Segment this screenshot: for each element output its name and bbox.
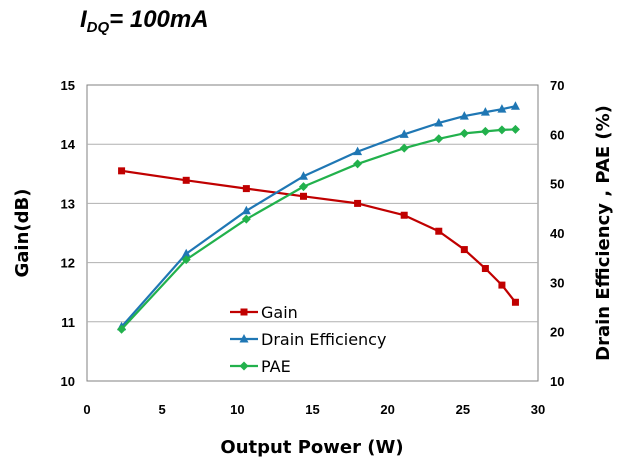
ticks: 10 11 12 13 14 15 10 20 30 40 50 60 70 0 5 10 15 20 25 30: [61, 78, 565, 417]
data-point-drain-efficiency: [459, 111, 469, 120]
data-point-gain: [435, 227, 443, 235]
y2-tick-label: 30: [550, 275, 564, 290]
data-point-gain: [511, 298, 519, 306]
y-axis-title: Gain(dB): [12, 189, 33, 278]
y2-tick-label: 40: [550, 226, 564, 241]
data-point-gain: [182, 176, 190, 184]
data-point-gain: [242, 185, 250, 193]
series-pae: [117, 124, 520, 334]
legend: Gain Drain Efficiency PAE: [230, 303, 386, 376]
y2-tick-label: 70: [550, 78, 564, 93]
data-point-drain-efficiency: [241, 205, 251, 215]
y-tick-label: 15: [61, 78, 75, 93]
data-point-gain: [400, 211, 408, 219]
legend-marker-drain-efficiency: [239, 334, 249, 343]
x-axis-title: Output Power (W): [220, 437, 403, 458]
data-point-gain: [498, 281, 506, 289]
data-point-pae: [298, 182, 308, 192]
series-layer: [117, 101, 520, 334]
legend-label-gain: Gain: [261, 303, 298, 322]
x-tick-label: 10: [230, 402, 244, 417]
data-point-drain-efficiency: [480, 107, 490, 116]
data-point-drain-efficiency: [510, 101, 520, 110]
y2-axis-title: Drain Efficiency , PAE (%): [593, 105, 614, 361]
y-tick-label: 13: [61, 196, 75, 211]
legend-marker-gain: [240, 308, 248, 316]
data-point-drain-efficiency: [497, 104, 507, 113]
data-point-pae: [480, 126, 490, 136]
legend-label-drain-efficiency: Drain Efficiency: [261, 330, 386, 349]
x-tick-label: 25: [456, 402, 470, 417]
data-point-gain: [481, 265, 489, 273]
data-point-gain: [460, 246, 468, 254]
data-point-pae: [459, 128, 469, 138]
y-tick-label: 12: [61, 256, 75, 271]
data-point-pae: [353, 159, 363, 169]
y-tick-label: 14: [61, 137, 76, 152]
x-tick-label: 5: [159, 402, 166, 417]
y2-tick-label: 60: [550, 127, 564, 142]
data-point-drain-efficiency: [181, 248, 191, 258]
legend-marker-pae: [239, 361, 249, 371]
y2-tick-label: 10: [550, 374, 564, 389]
data-point-pae: [181, 255, 191, 265]
data-point-pae: [399, 143, 409, 153]
legend-label-pae: PAE: [261, 357, 291, 376]
data-point-pae: [510, 124, 520, 134]
data-point-gain: [118, 167, 126, 175]
data-point-pae: [117, 324, 127, 334]
data-point-drain-efficiency: [298, 171, 308, 180]
series-gain: [118, 167, 519, 306]
data-point-gain: [299, 192, 307, 200]
heading-subscript: DQ: [86, 19, 110, 36]
x-tick-label: 0: [83, 402, 90, 417]
data-point-drain-efficiency: [434, 117, 444, 127]
data-point-drain-efficiency: [353, 146, 363, 156]
grid: [87, 143, 538, 323]
data-point-pae: [497, 125, 507, 135]
heading-main: I: [80, 6, 87, 33]
chart-heading: IDQ= 100mA: [80, 6, 209, 36]
y2-tick-label: 20: [550, 325, 564, 340]
y2-tick-label: 50: [550, 177, 564, 192]
heading-rest: = 100mA: [109, 6, 209, 33]
y-tick-label: 10: [61, 374, 75, 389]
x-tick-label: 15: [305, 402, 319, 417]
x-tick-label: 20: [380, 402, 394, 417]
data-point-pae: [434, 134, 444, 144]
data-point-gain: [354, 199, 362, 207]
data-point-drain-efficiency: [399, 129, 409, 138]
y-tick-label: 11: [61, 315, 75, 330]
data-point-pae: [241, 214, 251, 224]
x-tick-label: 30: [531, 402, 545, 417]
